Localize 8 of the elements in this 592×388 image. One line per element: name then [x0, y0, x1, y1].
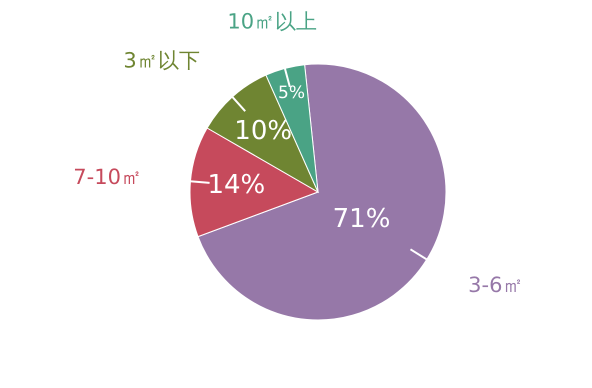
slice-label: 3㎡以下: [123, 48, 200, 73]
data-label: 14%: [207, 170, 266, 200]
slice-label: 7-10㎡: [73, 165, 142, 190]
data-label: 5%: [278, 83, 305, 104]
slice-label: 3-6㎡: [468, 273, 524, 298]
slice-label: 10㎡以上: [227, 9, 318, 34]
data-label: 71%: [332, 204, 390, 234]
data-label: 10%: [234, 116, 292, 146]
